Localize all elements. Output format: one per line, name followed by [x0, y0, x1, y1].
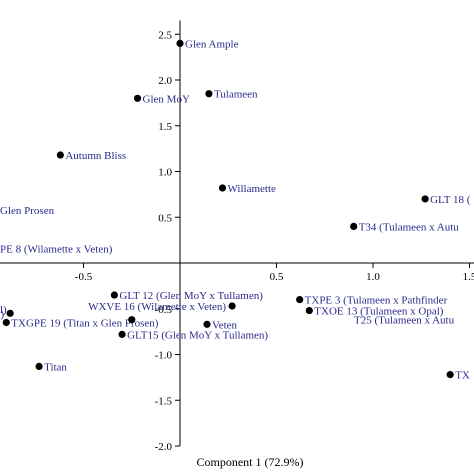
point-label: GLT15 (Glen MoY x Tullamen): [127, 329, 268, 341]
x-axis-title: Component 1 (72.9%): [197, 455, 304, 469]
point-label: GLT 12 (Glen MoY x Tullamen): [119, 290, 263, 302]
point-marker: [350, 222, 358, 230]
point-label: T34 (Tulameen x Autu: [359, 221, 460, 233]
point-label: Veten: [212, 319, 238, 331]
y-tick-label: -2.0: [155, 441, 173, 453]
points-layer: Glen Ample Glen MoY Tulameen Autumn Bliss Wi…: [0, 38, 471, 381]
point-label: Willamette: [227, 183, 276, 195]
point-marker: [228, 302, 236, 310]
data-point: GLT15 (Glen MoY x Tullamen): [118, 329, 268, 341]
point-marker: [205, 90, 213, 98]
data-point: Tulameen: [205, 89, 258, 101]
point-marker: [133, 94, 142, 102]
point-label: Tulameen: [214, 89, 258, 101]
point-label: TXPE 3 (Tulameen x Pathfinder: [305, 295, 448, 307]
point-marker: [176, 39, 184, 48]
point-marker: [118, 330, 126, 338]
data-point: [128, 316, 136, 324]
data-point: TXPE 3 (Tulameen x Pathfinder: [296, 295, 448, 307]
data-point: Autumn Bliss: [56, 150, 126, 162]
point-label: l): [0, 304, 7, 316]
x-tick-label: 1.5: [463, 271, 474, 283]
point-label: Glen Prosen: [0, 205, 55, 217]
y-tick-label: 2.5: [158, 29, 172, 41]
y-tick-label: 1.5: [158, 121, 172, 133]
y-tick-label: -1.5: [155, 395, 173, 407]
data-point: Veten: [203, 319, 238, 331]
data-point: en): [0, 308, 14, 320]
data-point: TX: [446, 370, 470, 382]
point-label: Titan: [44, 361, 67, 373]
point-marker: [203, 320, 211, 328]
point-label: GLT 18 (: [430, 194, 471, 206]
point-marker: [296, 296, 304, 304]
point-marker: [110, 291, 118, 299]
x-tick-label: 1.0: [366, 271, 380, 283]
point-marker: [421, 195, 429, 203]
data-point: PE 8 (Wilamette x Veten): [0, 243, 113, 255]
point-marker: [446, 371, 454, 379]
point-label: TX: [455, 370, 470, 382]
point-label: Glen Ample: [185, 38, 239, 50]
point-marker: [6, 309, 14, 317]
axes: 2.5 2.0 1.5 1.0 0.5 -0.5 -1.0 -1.5 -2.0 -0.5 0.5 1.…: [0, 20, 474, 453]
data-point: TXOE 13 (Tulameen x Opal): [305, 306, 444, 318]
point-label: TXOE 13 (Tulameen x Opal): [314, 306, 443, 318]
point-marker: [2, 318, 10, 327]
point-label: WXVE 16 (Wilamette x Veten): [88, 301, 226, 313]
y-tick-label: 0.5: [158, 212, 172, 224]
y-tick-label: 2.0: [158, 75, 172, 87]
x-tick-label: 0.5: [270, 271, 284, 283]
data-point: GLT 18 (: [421, 194, 471, 206]
data-point: T25 (Tulameen x Autu: [354, 315, 455, 327]
point-marker: [305, 306, 313, 315]
data-point: Titan: [35, 361, 67, 373]
point-label: en): [0, 308, 4, 320]
data-point: TXGPE 19 (Titan x Glen Prosen): [2, 317, 159, 329]
point-marker: [218, 184, 227, 192]
data-point: WXVE 16 (Wilamette x Veten): [88, 301, 236, 313]
point-label: Autumn Bliss: [65, 150, 126, 162]
y-tick-label: 1.0: [158, 167, 172, 179]
point-label: TXGPE 19 (Titan x Glen Prosen): [11, 317, 159, 329]
point-label: Glen MoY: [143, 93, 190, 105]
point-label: T25 (Tulameen x Autu: [354, 315, 455, 327]
point-marker: [56, 151, 64, 159]
y-tick-label: -0.5: [155, 304, 173, 316]
point-marker: [128, 316, 136, 324]
data-point: GLT 12 (Glen MoY x Tullamen): [110, 290, 263, 302]
x-tick-label: -0.5: [75, 271, 93, 283]
data-point: Glen MoY: [133, 93, 190, 105]
y-tick-label: -1.0: [155, 350, 173, 362]
data-point: T34 (Tulameen x Autu: [350, 221, 459, 233]
point-label: PE 8 (Wilamette x Veten): [0, 243, 113, 255]
data-point: Glen Ample: [176, 38, 239, 50]
data-point: Willamette: [218, 183, 276, 195]
point-marker: [35, 362, 43, 370]
data-point: Glen Prosen: [0, 205, 55, 217]
